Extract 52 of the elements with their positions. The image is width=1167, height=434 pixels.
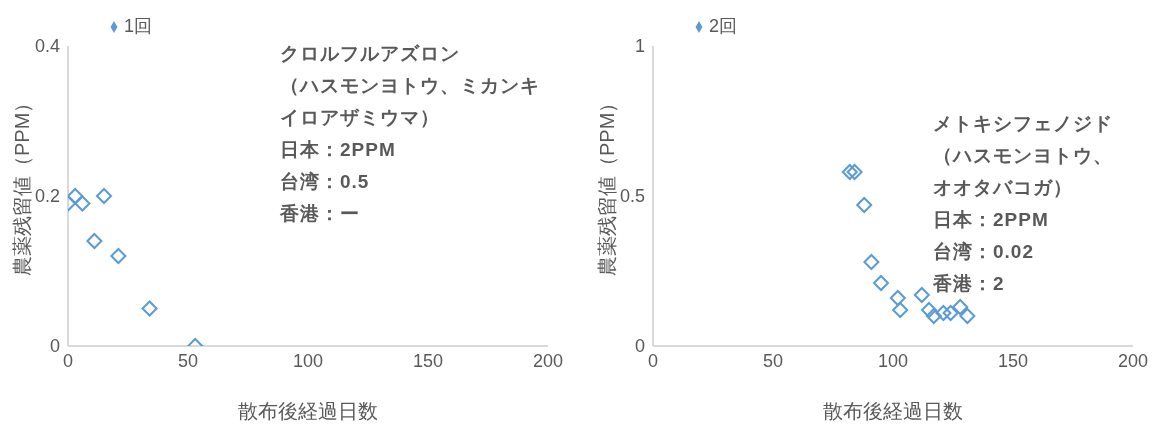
annotation: 日本：2PPM bbox=[933, 208, 1050, 232]
point bbox=[68, 188, 84, 204]
point bbox=[841, 164, 858, 180]
point bbox=[86, 233, 103, 249]
y-tick-label: 0.2 bbox=[34, 186, 60, 207]
x-tick-label: 0 bbox=[647, 350, 659, 371]
point bbox=[935, 305, 952, 321]
y-tick-label: 0 bbox=[634, 336, 645, 357]
point bbox=[889, 290, 906, 306]
point bbox=[925, 308, 942, 324]
y-axis-title: 農薬残留値（PPM） bbox=[596, 92, 619, 276]
x-tick-label: 150 bbox=[997, 350, 1029, 371]
annotation: 台湾：0.5 bbox=[280, 170, 371, 194]
x-tick-label: 100 bbox=[292, 350, 324, 371]
y-tick-label: 1 bbox=[634, 36, 645, 57]
annotation: 香港：ー bbox=[280, 202, 361, 226]
x-axis-title: 散布後経過日数 bbox=[238, 400, 378, 422]
point bbox=[959, 308, 976, 324]
point bbox=[952, 299, 969, 315]
point bbox=[942, 305, 959, 321]
point bbox=[74, 195, 91, 212]
y-axis-title: 農薬残留値（PPM） bbox=[11, 92, 34, 276]
point bbox=[863, 254, 880, 270]
point bbox=[141, 300, 158, 317]
y-tick-label: 0.4 bbox=[34, 36, 60, 57]
annotation: 香港：2 bbox=[933, 272, 1006, 296]
x-tick-label: 50 bbox=[177, 350, 199, 371]
point bbox=[846, 164, 863, 180]
x-axis-title: 散布後経過日数 bbox=[823, 400, 963, 422]
annotation: （ハスモンヨトウ、オオタバコガ） bbox=[933, 144, 1114, 200]
y-tick-label: 0 bbox=[49, 336, 60, 357]
point bbox=[96, 188, 112, 204]
point bbox=[913, 287, 930, 303]
y-tick-label: 0.5 bbox=[619, 186, 645, 207]
annotation: メトキシフェノジド bbox=[933, 112, 1114, 136]
annotation: （ハスモンヨトウ、ミカンキイロアザミウマ） bbox=[280, 74, 541, 130]
point bbox=[110, 248, 127, 264]
x-tick-label: 0 bbox=[62, 350, 74, 371]
x-tick-label: 100 bbox=[877, 350, 909, 371]
legend-label: 1回 bbox=[124, 16, 153, 36]
annotation: 日本：2PPM bbox=[280, 138, 397, 162]
x-tick-label: 200 bbox=[1117, 350, 1149, 371]
annotation: クロルフルアズロン bbox=[280, 42, 461, 66]
x-tick-label: 150 bbox=[412, 350, 444, 371]
legend-label: 2回 bbox=[709, 16, 738, 36]
x-tick-label: 50 bbox=[762, 350, 784, 371]
point bbox=[892, 302, 909, 318]
point bbox=[921, 302, 937, 318]
annotation: 台湾：0.02 bbox=[933, 240, 1035, 264]
x-tick-label: 200 bbox=[532, 350, 564, 371]
point bbox=[856, 197, 873, 213]
point bbox=[873, 275, 889, 291]
